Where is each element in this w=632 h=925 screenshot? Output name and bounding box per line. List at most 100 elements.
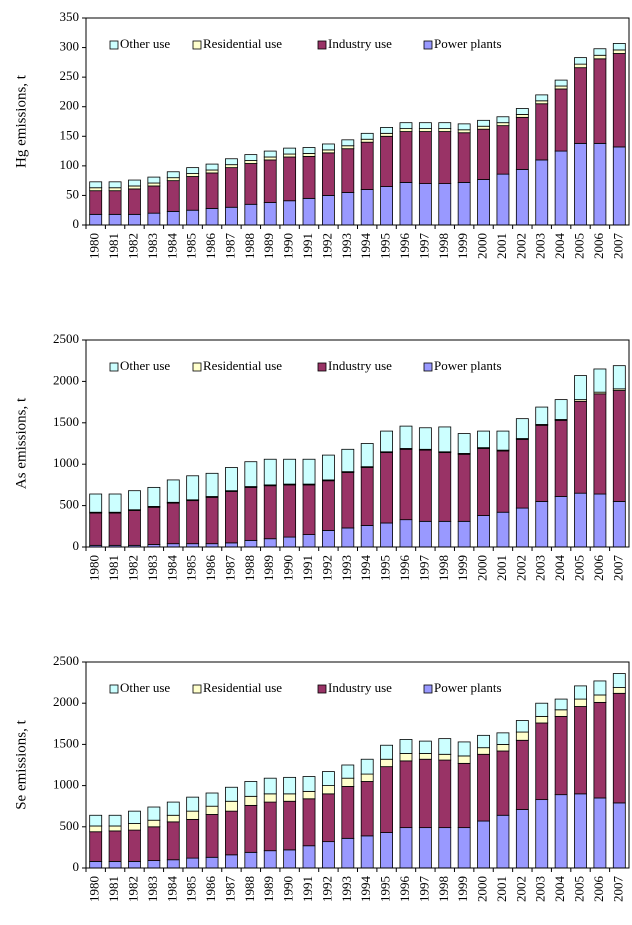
x-tick-label: 1982 [125,555,140,581]
bar-segment [263,485,277,540]
y-tick-label: 350 [60,9,80,24]
legend-swatch [109,40,119,50]
bar-segment [225,164,238,169]
x-tick-label: 1982 [125,233,140,259]
bar-segment [593,694,607,703]
bar-segment [418,128,432,132]
bar-segment [166,502,180,545]
x-tick-label: 2003 [533,876,548,902]
bar-segment [302,845,316,869]
bar-segment [283,484,297,538]
bar-segment [535,702,549,717]
bar-segment [554,709,568,717]
bar-segment [283,793,297,802]
bar-segment [205,169,219,174]
x-tick-label: 1997 [416,233,431,260]
legend-swatch [423,40,433,50]
bar-segment [399,131,413,183]
x-tick-label: 1988 [242,555,257,581]
bar-segment [147,506,161,545]
legend-swatch [192,684,202,694]
x-tick-label: 1995 [378,876,393,902]
bar-segment [380,522,394,548]
x-tick-label: 1996 [397,555,412,582]
bar-segment [438,183,452,226]
bar-segment [225,854,238,869]
bar-segment [302,458,316,485]
plot-frame [85,661,630,869]
bar-segment [263,202,277,226]
x-tick-label: 1987 [222,876,237,903]
bar-segment [515,438,529,509]
bar-segment [574,142,587,226]
bar-segment [496,511,510,548]
bar-segment [263,793,277,803]
bar-segment [477,734,490,749]
x-tick-label: 2005 [572,555,587,581]
bar-segment [477,119,490,127]
y-tick-label: 1500 [53,414,79,429]
bar-segment [457,129,471,134]
bar-segment [89,190,103,215]
bar-segment [225,800,238,812]
bar-segment [399,760,413,829]
bar-segment [108,181,122,189]
legend-label: Residential use [203,680,282,695]
bar-segment [380,766,394,833]
bar-segment [244,851,258,869]
bar-segment [147,486,161,507]
bar-segment [554,794,568,869]
x-tick-label: 1999 [455,876,470,902]
bar-segment [186,173,200,177]
bar-segment [593,680,607,696]
y-tick-label: 150 [60,127,80,142]
bar-segment [457,132,471,183]
bar-segment [593,368,607,393]
x-tick-label: 1985 [184,555,199,581]
bar-segment [593,701,607,799]
bar-segment [574,698,587,707]
x-tick-label: 2001 [494,555,509,581]
x-tick-label: 1983 [145,233,160,259]
bar-segment [612,802,626,869]
x-tick-label: 1998 [436,876,451,902]
bar-segment [593,58,607,144]
bar-segment [283,458,297,485]
bar-segment [283,200,297,226]
bar-segment [128,810,141,824]
bar-segment [108,861,122,869]
bar-segment [205,163,219,171]
bar-segment [244,781,258,797]
bar-segment [399,425,413,449]
bar-segment [321,143,335,151]
bar-segment [166,177,180,182]
bar-segment [593,48,607,56]
bar-segment [89,213,103,226]
bar-segment [341,192,355,226]
y-tick-label: 50 [66,186,79,201]
x-tick-label: 1981 [106,876,121,902]
bar-segment [128,823,141,831]
x-tick-label: 1986 [203,876,218,903]
x-tick-label: 2004 [552,876,567,903]
bar-segment [147,826,161,861]
bar-segment [399,128,413,132]
bar-segment [457,762,471,829]
y-tick-label: 1000 [53,777,79,792]
x-tick-label: 1992 [319,555,334,581]
bar-segment [612,673,626,688]
x-tick-label: 1997 [416,555,431,582]
bar-segment [477,448,490,516]
x-tick-label: 2004 [552,233,567,260]
bar-segment [205,172,219,209]
bar-segment [399,519,413,548]
bar-segment [263,538,277,548]
x-tick-label: 1984 [164,555,179,582]
bar-segment [360,138,374,143]
bar-segment [128,510,141,546]
bar-segment [515,809,529,869]
bar-segment [341,764,355,779]
bar-segment [612,390,626,502]
legend-swatch [317,40,327,50]
x-tick-label: 1984 [164,876,179,903]
